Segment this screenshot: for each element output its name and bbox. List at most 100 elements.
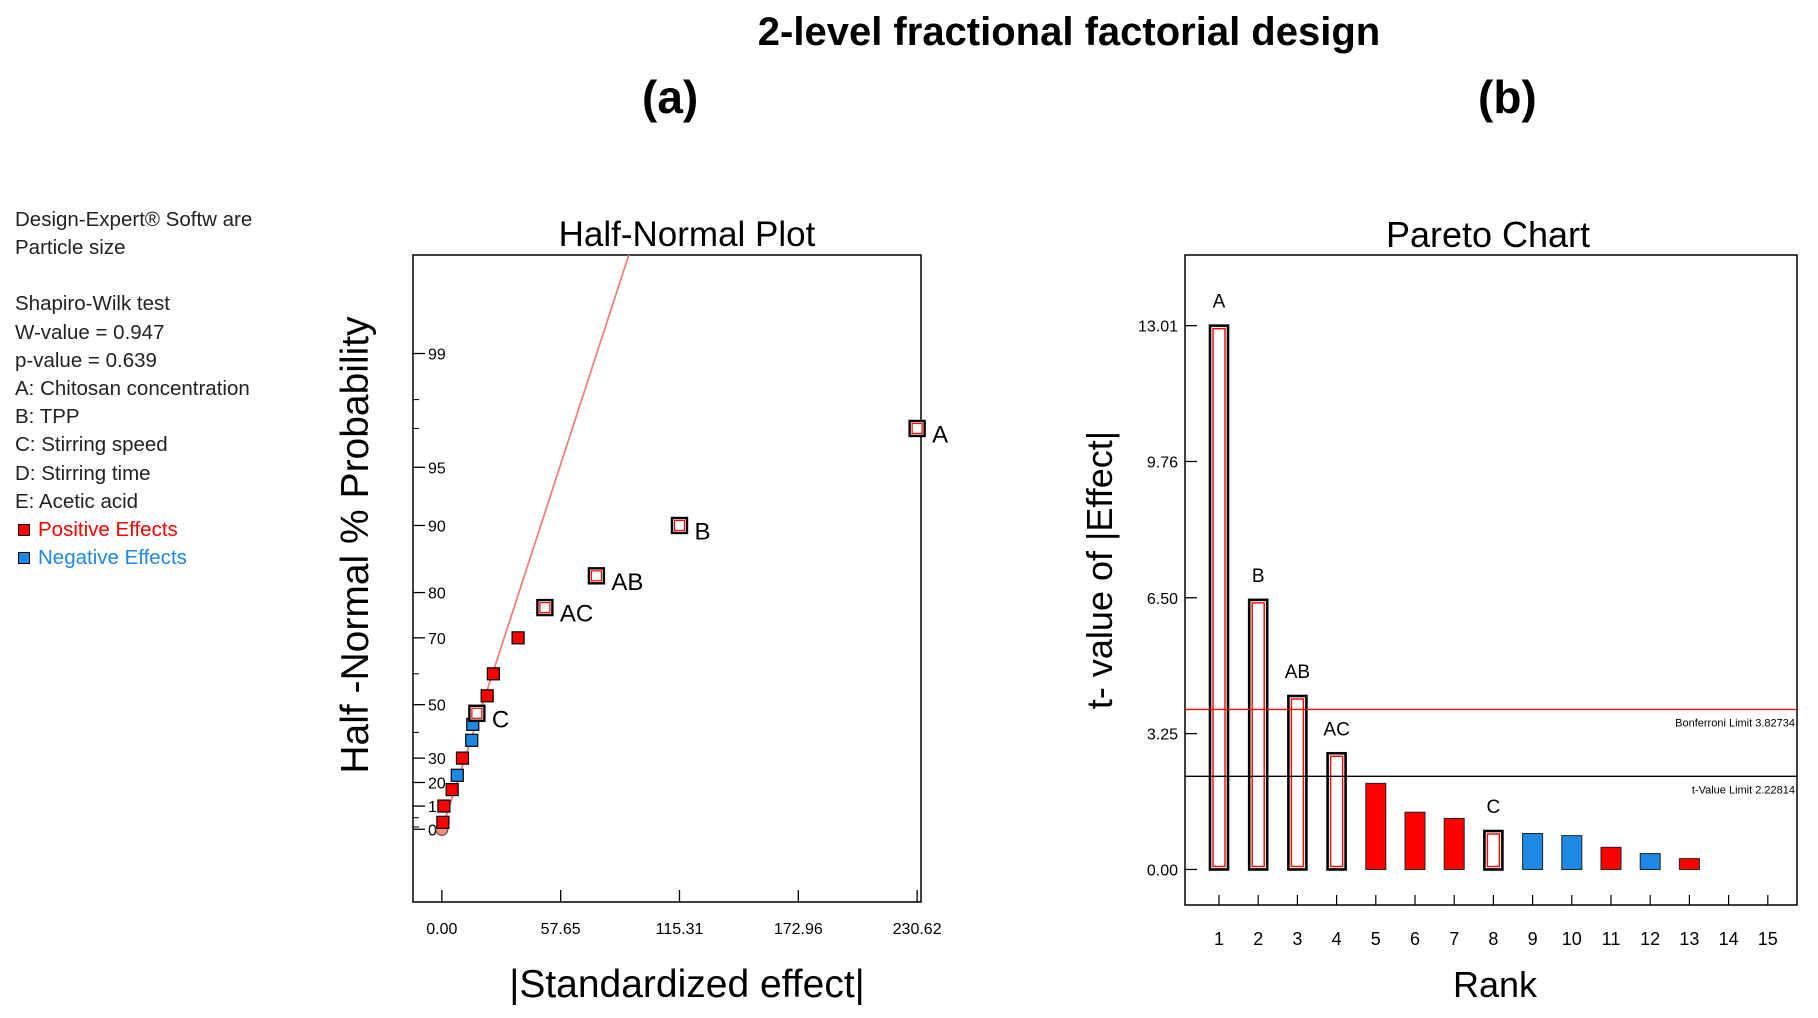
hn-term-point <box>908 419 926 438</box>
hn-y-tick-label: 20 <box>428 775 446 792</box>
pareto-y-axis-label: t- value of |Effect| <box>1079 431 1120 709</box>
factor-c: C: Stirring speed <box>15 433 168 457</box>
hn-positive-point <box>486 667 500 681</box>
pareto-chart-title: Pareto Chart <box>1386 214 1590 255</box>
hn-reference-line <box>440 254 630 830</box>
half-normal-plot-title: Half-Normal Plot <box>559 215 816 254</box>
hn-term-point <box>587 567 606 585</box>
pareto-x-tick-label: 9 <box>1528 929 1538 949</box>
pareto-chart-frame <box>1184 254 1798 906</box>
factor-e: E: Acetic acid <box>15 489 139 513</box>
pareto-x-tick-label: 13 <box>1679 929 1699 949</box>
pareto-negative-bar <box>1639 853 1661 870</box>
pareto-y-tick-label: 3.25 <box>1147 727 1178 744</box>
panel-label-b: (b) <box>1478 71 1537 123</box>
legend-negative-label: Negative Effects <box>38 546 187 570</box>
pareto-limit-label: t-Value Limit 2.22814 <box>1692 784 1795 796</box>
p-value: p-value = 0.639 <box>15 348 157 372</box>
hn-x-tick-label: 57.65 <box>541 921 581 938</box>
half-normal-plot-frame <box>412 254 922 903</box>
pareto-bar-label: AB <box>1285 662 1310 683</box>
pareto-x-tick-label: 5 <box>1371 929 1381 949</box>
hn-y-tick-label: 70 <box>428 631 446 648</box>
hn-y-tick-label: 90 <box>428 518 446 535</box>
pareto-term-bar-inner <box>1486 833 1501 868</box>
hn-point-label: A <box>932 421 948 448</box>
main-title: 2-level fractional factorial design <box>757 10 1381 54</box>
pareto-x-tick-label: 3 <box>1292 929 1302 949</box>
legend-positive-label: Positive Effects <box>38 518 178 542</box>
pareto-x-axis-label: Rank <box>1453 964 1538 1005</box>
software-name: Design-Expert® Softw are <box>15 208 253 231</box>
pareto-term-bar <box>1483 829 1504 871</box>
pareto-term-bar <box>1326 751 1347 871</box>
pareto-term-bar-inner <box>1329 755 1344 868</box>
pareto-term-bar-inner <box>1290 698 1305 868</box>
pareto-positive-bar <box>1678 858 1700 870</box>
hn-point-label: B <box>694 518 710 545</box>
hn-positive-point <box>480 689 494 703</box>
pareto-x-tick-label: 14 <box>1719 929 1739 949</box>
pareto-term-bar <box>1247 598 1269 871</box>
pareto-negative-bar <box>1522 833 1544 870</box>
hn-point-label: AB <box>611 569 643 596</box>
w-value: W-value = 0.947 <box>15 320 165 344</box>
legend-negative: Negative Effects <box>15 544 252 572</box>
panel-label-a: (a) <box>642 71 699 123</box>
hn-positive-point <box>511 631 525 645</box>
pareto-bar-label: B <box>1252 566 1265 587</box>
pareto-negative-bar <box>1561 835 1583 870</box>
pareto-x-tick-label: 6 <box>1410 929 1420 949</box>
pareto-x-tick-label: 1 <box>1214 929 1224 949</box>
pareto-y-tick-label: 13.01 <box>1138 319 1178 336</box>
hn-y-tick-label: 99 <box>428 347 446 364</box>
pareto-positive-bar <box>1600 846 1622 870</box>
hn-term-point <box>536 598 554 617</box>
pareto-x-tick-label: 11 <box>1602 929 1621 949</box>
half-normal-x-axis-label: |Standardized effect| <box>509 963 865 1006</box>
pareto-term-bar-inner <box>1212 327 1226 868</box>
factor-a: A: Chitosan concentration <box>15 377 250 401</box>
pareto-y-tick-label: 9.76 <box>1147 454 1178 471</box>
hn-term-point-inner <box>673 519 686 532</box>
pareto-positive-bar <box>1443 817 1465 870</box>
hn-positive-point <box>445 783 459 797</box>
pareto-positive-bar <box>1404 811 1426 870</box>
hn-y-tick-label: 95 <box>428 460 446 477</box>
pareto-term-bar <box>1208 324 1230 871</box>
hn-y-tick-label: 0 <box>428 822 437 839</box>
pareto-term-bar <box>1287 694 1308 871</box>
hn-x-tick-label: 0.00 <box>426 921 457 938</box>
half-normal-y-axis-label: Half -Normal % Probability <box>334 316 377 774</box>
hn-positive-point <box>455 751 470 765</box>
pareto-limit-label: Bonferroni Limit 3.82734 <box>1675 717 1795 729</box>
pareto-x-tick-label: 4 <box>1332 929 1342 949</box>
pareto-positive-bar <box>1365 782 1387 870</box>
hn-y-tick-label: 80 <box>428 586 446 603</box>
legend-positive-swatch <box>18 524 30 537</box>
hn-term-point-inner <box>911 422 923 435</box>
pareto-x-tick-label: 10 <box>1562 929 1582 949</box>
pareto-bar-label: C <box>1487 797 1501 818</box>
hn-negative-point <box>450 768 464 782</box>
hn-x-tick-label: 115.31 <box>656 921 704 938</box>
design-info-panel: Design-Expert® Softw are Particle size S… <box>15 206 252 572</box>
pareto-y-tick-label: 6.50 <box>1147 591 1178 608</box>
hn-term-point-inner <box>471 707 483 719</box>
hn-term-point <box>670 516 689 535</box>
hn-x-tick-label: 172.96 <box>774 921 823 938</box>
factor-d: D: Stirring time <box>15 461 151 485</box>
hn-term-point-inner <box>539 601 551 614</box>
hn-negative-point <box>465 733 479 747</box>
pareto-x-tick-label: 15 <box>1758 929 1778 949</box>
factor-b: B: TPP <box>15 405 80 429</box>
pareto-term-bar-inner <box>1251 602 1265 868</box>
hn-point-label: AC <box>560 601 593 628</box>
hn-positive-point <box>437 799 451 813</box>
pareto-bar-label: AC <box>1323 719 1349 740</box>
hn-term-point-inner <box>590 570 603 582</box>
hn-term-point <box>468 704 486 722</box>
